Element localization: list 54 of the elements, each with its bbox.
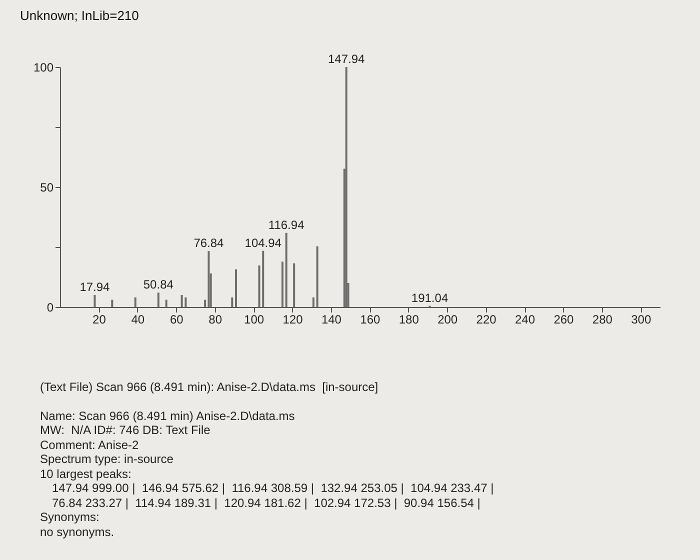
bar	[235, 269, 238, 307]
x-tick-label: 60	[170, 312, 184, 326]
annotation: 50.84	[143, 278, 174, 292]
x-tick-label: 160	[360, 312, 381, 326]
x-tick-label: 240	[515, 312, 536, 326]
bar	[111, 300, 114, 307]
x-tick-label: 140	[321, 312, 342, 326]
bar	[316, 246, 318, 307]
bar	[312, 297, 314, 307]
bar	[208, 251, 210, 307]
bar	[94, 295, 96, 307]
x-tick-label: 180	[398, 312, 420, 326]
x-tick-label: 200	[438, 312, 458, 326]
text: 10 largest peaks:	[40, 466, 132, 481]
bar	[345, 67, 348, 307]
bar	[258, 265, 260, 307]
chart-title: Unknown; InLib=210	[20, 8, 139, 23]
bar	[293, 263, 296, 307]
annotation: 104.94	[244, 236, 282, 250]
y-tick-label: 100	[33, 60, 54, 74]
text: (Text File) Scan 966 (8.491 min): Anise-2.D\data.ms [in-source]	[40, 380, 380, 394]
text: MW: N/A ID#: 746 DB: Text File	[40, 423, 212, 438]
x-tick-label: 40	[131, 312, 145, 326]
x-tick-label: 260	[554, 312, 574, 326]
text: 147.94 999.00 | 146.94 575.62 | 116.94 308.59 | 132.94 253.05 | 104.94 233.47 |	[51, 481, 494, 496]
x-tick-label: 20	[92, 312, 106, 326]
x-tick-label: 300	[631, 312, 652, 326]
bar	[262, 250, 264, 307]
annotation: 191.04	[411, 290, 448, 305]
x-tick-label: 120	[282, 312, 304, 326]
y-tick-label: 50	[40, 180, 54, 194]
text: Comment: Anise-2	[40, 438, 140, 452]
x-tick-label: 280	[592, 312, 613, 326]
bar	[157, 292, 160, 307]
annotation: 116.94	[268, 218, 305, 232]
x-tick-label: 100	[244, 312, 264, 326]
y-tick-label: 0	[46, 300, 54, 314]
text: 76.84 233.27 | 114.94 189.31 | 120.94 181.62 | 102.94 172.53 | 90.94 156.54 |	[51, 496, 482, 510]
bar	[134, 297, 136, 307]
bar	[184, 297, 187, 307]
text: Name: Scan 966 (8.491 min) Anise-2.D\data.ms	[40, 408, 296, 423]
annotation: 147.94	[328, 52, 366, 66]
bar	[281, 262, 284, 307]
bar	[285, 232, 288, 307]
x-tick-label: 220	[476, 312, 497, 326]
annotation: 17.94	[80, 280, 110, 294]
bar	[180, 295, 183, 307]
bar	[231, 297, 234, 307]
annotation: 76.84	[194, 236, 224, 250]
bar	[165, 300, 168, 307]
text: Spectrum type: in-source	[40, 452, 174, 466]
text: no synonyms.	[40, 524, 116, 539]
x-tick-label: 80	[208, 312, 222, 326]
text: Synonyms:	[40, 510, 100, 524]
